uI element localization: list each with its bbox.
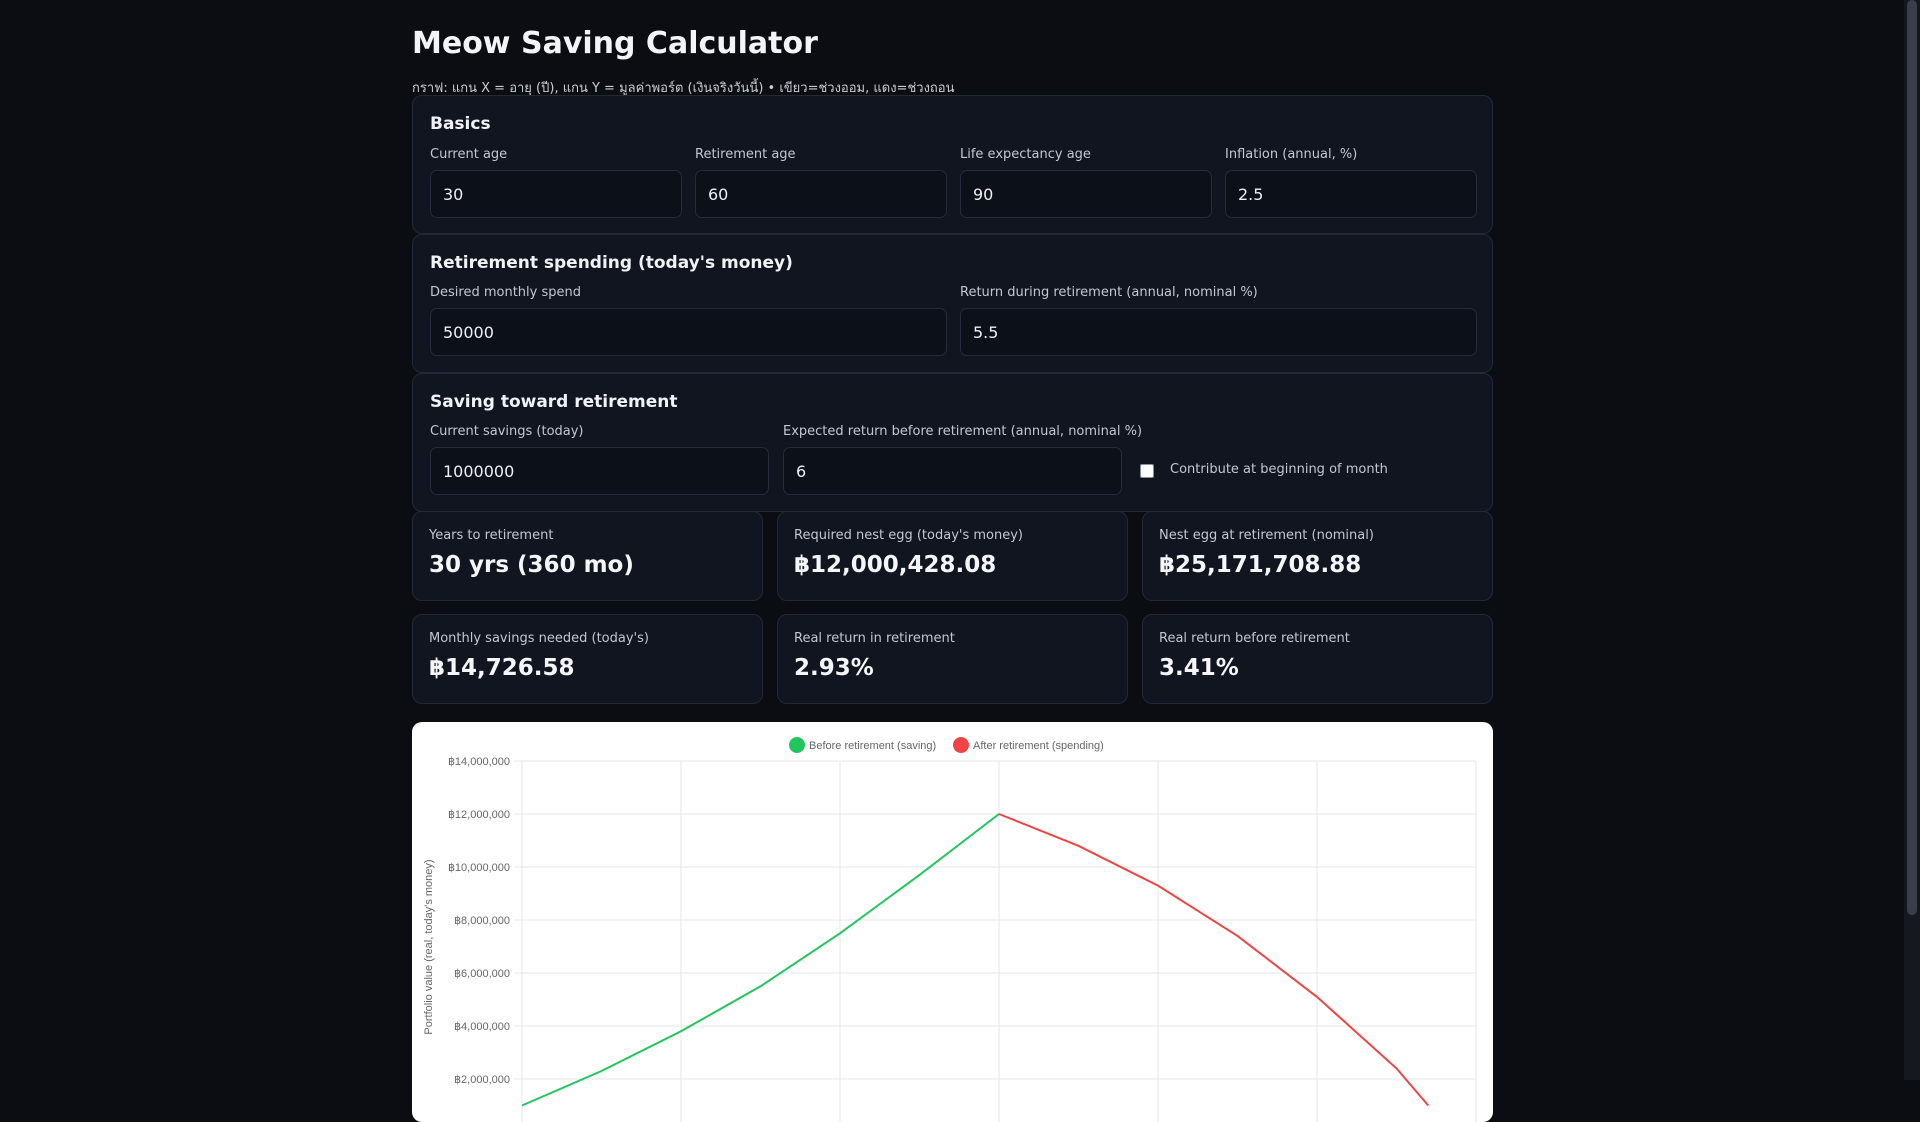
life-expectancy-label: Life expectancy age (960, 147, 1091, 162)
retirement-age-label: Retirement age (695, 147, 796, 162)
spending-series-line (998, 813, 1430, 1107)
stat-value: ฿25,171,708.88 (1159, 552, 1362, 578)
legend-spending-label: After retirement (spending) (973, 740, 1104, 752)
inflation-label: Inflation (annual, %) (1225, 147, 1358, 162)
spending-title: Retirement spending (today's money) (430, 253, 793, 273)
y-tick-label: ฿8,000,000 (454, 915, 510, 927)
stat-label: Real return in retirement (794, 631, 955, 646)
y-axis-label: Portfolio value (real, today's money) (423, 859, 435, 1034)
contribute-beginning-label: Contribute at beginning of month (1170, 462, 1388, 477)
current-savings-input[interactable] (430, 447, 769, 495)
inflation-input[interactable] (1225, 170, 1477, 218)
stat-required-nest-egg: Required nest egg (today's money) ฿12,00… (777, 511, 1128, 601)
y-tick-label: ฿12,000,000 (448, 809, 510, 821)
stat-years-to-retirement: Years to retirement 30 yrs (360 mo) (412, 511, 763, 601)
stat-label: Real return before retirement (1159, 631, 1350, 646)
current-savings-label: Current savings (today) (430, 424, 584, 439)
stat-real-return-retirement: Real return in retirement 2.93% (777, 614, 1128, 704)
page-title: Meow Saving Calculator (412, 26, 818, 61)
current-age-label: Current age (430, 147, 508, 162)
stat-nest-egg-nominal: Nest egg at retirement (nominal) ฿25,171… (1142, 511, 1493, 601)
stat-label: Nest egg at retirement (nominal) (1159, 528, 1374, 543)
y-tick-label: ฿2,000,000 (454, 1074, 510, 1086)
current-age-input[interactable] (430, 170, 682, 218)
stat-real-return-before: Real return before retirement 3.41% (1142, 614, 1493, 704)
retirement-age-input[interactable] (695, 170, 947, 218)
return-retirement-input[interactable] (960, 308, 1477, 356)
portfolio-chart-card: ฿14,000,000 ฿12,000,000 ฿10,000,000 ฿8,000,… (412, 722, 1493, 1122)
stat-value: 30 yrs (360 mo) (429, 552, 634, 578)
stat-label: Years to retirement (429, 528, 554, 543)
stat-value: 2.93% (794, 655, 874, 681)
y-tick-label: ฿6,000,000 (454, 968, 510, 980)
y-tick-label: ฿10,000,000 (448, 862, 510, 874)
y-tick-label: ฿4,000,000 (454, 1021, 510, 1033)
saving-card: Saving toward retirement Current savings… (412, 373, 1493, 512)
stat-value: 3.41% (1159, 655, 1239, 681)
return-before-label: Expected return before retirement (annua… (783, 424, 1143, 439)
saving-series-line (521, 813, 1000, 1107)
page-scrollbar[interactable] (1904, 0, 1920, 1080)
legend-saving-marker (789, 737, 805, 753)
basics-title: Basics (430, 114, 491, 134)
stat-label: Required nest egg (today's money) (794, 528, 1023, 543)
saving-title: Saving toward retirement (430, 392, 678, 412)
y-tick-label: ฿14,000,000 (448, 756, 510, 768)
return-before-input[interactable] (783, 447, 1122, 495)
legend-saving-label: Before retirement (saving) (809, 740, 936, 752)
life-expectancy-input[interactable] (960, 170, 1212, 218)
basics-card: Basics Current age Retirement age Life e… (412, 95, 1493, 234)
return-retirement-label: Return during retirement (annual, nomina… (960, 285, 1258, 300)
stat-value: ฿12,000,428.08 (794, 552, 997, 578)
stat-label: Monthly savings needed (today's) (429, 631, 649, 646)
spending-card: Retirement spending (today's money) Desi… (412, 234, 1493, 373)
scrollbar-thumb[interactable] (1907, 0, 1917, 915)
monthly-spend-input[interactable] (430, 308, 947, 356)
chart-legend-note: กราฟ: แกน X = อายุ (ปี), แกน Y = มูลค่าพ… (412, 81, 955, 96)
contribute-beginning-checkbox[interactable] (1140, 464, 1154, 478)
portfolio-chart: ฿14,000,000 ฿12,000,000 ฿10,000,000 ฿8,000,… (423, 737, 1477, 1122)
monthly-spend-label: Desired monthly spend (430, 285, 581, 300)
legend-spending-marker (953, 737, 969, 753)
stat-monthly-savings: Monthly savings needed (today's) ฿14,726… (412, 614, 763, 704)
stat-value: ฿14,726.58 (429, 655, 575, 681)
